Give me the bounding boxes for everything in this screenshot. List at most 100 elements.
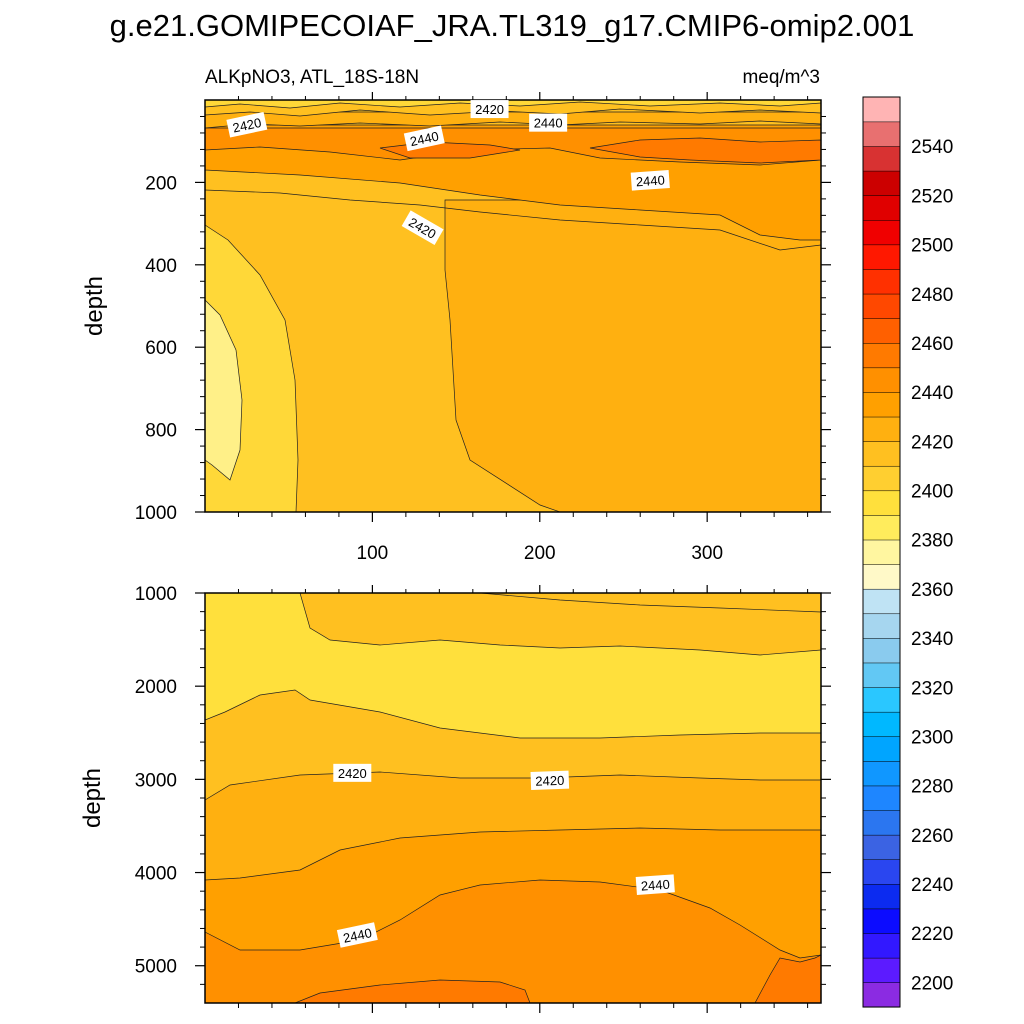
contour-label: 2440 bbox=[635, 874, 675, 895]
colorbar-swatch bbox=[862, 441, 901, 467]
contour-label: 2420 bbox=[470, 100, 509, 119]
colorbar-swatch bbox=[862, 244, 901, 270]
colorbar-tick-label: 2440 bbox=[911, 383, 953, 404]
contour-label-box bbox=[530, 770, 570, 790]
lower-panel: 1000 2000 3000 4000 5000 2420 2420 2440 2440 de… bbox=[79, 584, 831, 1013]
colorbar-tick-label: 2240 bbox=[911, 875, 953, 896]
x-tick-label: 100 bbox=[357, 543, 389, 564]
colorbar-swatch bbox=[862, 268, 901, 295]
colorbar-swatch bbox=[862, 121, 901, 147]
colorbar-tick-label: 2540 bbox=[911, 137, 953, 158]
colorbar-swatch bbox=[862, 539, 901, 565]
contour-label-text: 2420 bbox=[475, 102, 504, 117]
contour-label-box bbox=[403, 125, 445, 152]
contour-label-box bbox=[333, 763, 372, 782]
colorbar-tick-label: 2380 bbox=[911, 531, 953, 552]
y-tick-label: 600 bbox=[145, 338, 177, 359]
upper-fill-2390-core bbox=[205, 299, 243, 481]
contour-label: 2420 bbox=[226, 111, 268, 138]
contour-label: 2440 bbox=[529, 113, 568, 132]
colorbar-swatch bbox=[862, 687, 901, 713]
colorbar-swatch bbox=[862, 465, 901, 492]
contour-label-text: 2440 bbox=[342, 925, 373, 946]
contour-label-box bbox=[226, 111, 268, 138]
colorbar-swatch bbox=[862, 490, 901, 516]
colorbar-swatch bbox=[862, 613, 901, 639]
left-subtitle: ALKpNO3, ATL_18S-18N bbox=[205, 67, 419, 88]
colorbar-tick-label: 2220 bbox=[911, 924, 953, 945]
colorbar-swatch bbox=[862, 588, 901, 615]
units-subtitle: meq/m^3 bbox=[742, 67, 820, 88]
colorbar-swatch bbox=[862, 342, 901, 369]
lower-fill-2410-northeast bbox=[479, 593, 821, 613]
contour-label-text: 2440 bbox=[534, 116, 563, 131]
colorbar-swatch bbox=[862, 96, 901, 123]
colorbar-swatch bbox=[862, 391, 901, 418]
y-tick-label: 200 bbox=[145, 173, 177, 194]
colorbar-swatch bbox=[862, 637, 901, 664]
upper-ylabel: depth bbox=[81, 276, 108, 336]
colorbar-swatch bbox=[862, 883, 901, 910]
lower-plot-area bbox=[205, 593, 821, 1003]
colorbar-swatch bbox=[862, 367, 901, 393]
y-tick-label: 2000 bbox=[135, 677, 177, 698]
colorbar-swatch bbox=[862, 514, 901, 541]
y-tick-label: 4000 bbox=[135, 864, 177, 885]
lower-ticks: 1000 2000 3000 4000 5000 bbox=[135, 584, 831, 1013]
colorbar-swatch bbox=[862, 145, 901, 172]
colorbar-swatch bbox=[862, 219, 901, 246]
colorbar-swatch bbox=[862, 170, 901, 196]
colorbar-tick-label: 2300 bbox=[911, 727, 953, 748]
y-tick-label: 1000 bbox=[135, 503, 177, 524]
contour-label: 2420 bbox=[530, 770, 570, 790]
colorbar-tick-label: 2320 bbox=[911, 678, 953, 699]
colorbar-tick-label: 2460 bbox=[911, 334, 953, 355]
contour-label-box bbox=[401, 210, 444, 246]
y-tick-label: 800 bbox=[145, 421, 177, 442]
colorbar-frame bbox=[862, 96, 901, 1008]
colorbar-tick-label: 2520 bbox=[911, 186, 953, 207]
lower-fill-2450-east bbox=[754, 954, 821, 1003]
contour-label-box bbox=[470, 100, 509, 119]
upper-ticks: 100 200 300 200 400 600 800 1000 bbox=[135, 92, 831, 564]
colorbar-tick-label: 2340 bbox=[911, 629, 953, 650]
contour-label: 2420 bbox=[333, 763, 372, 782]
y-tick-label: 5000 bbox=[135, 957, 177, 978]
colorbar-tick-label: 2200 bbox=[911, 973, 953, 994]
colorbar-swatch bbox=[862, 416, 901, 442]
colorbar-tick-label: 2360 bbox=[911, 580, 953, 601]
contour-label: 2440 bbox=[630, 170, 670, 191]
colorbar-tick-label: 2480 bbox=[911, 285, 953, 306]
upper-fill-2400-surface bbox=[205, 100, 821, 109]
colorbar-swatch bbox=[862, 932, 901, 959]
upper-fill-2420-surface bbox=[205, 111, 821, 129]
contour-label-text: 2440 bbox=[409, 128, 440, 149]
lower-fill-2450-bottom bbox=[294, 979, 531, 1003]
lower-fill-2400 bbox=[205, 593, 821, 739]
colorbar-swatch bbox=[862, 662, 901, 688]
colorbar-swatch bbox=[862, 711, 901, 738]
upper-plot-area bbox=[205, 100, 821, 512]
colorbar-tick-label: 2400 bbox=[911, 482, 953, 503]
colorbar-swatch bbox=[862, 195, 901, 221]
colorbar-swatch bbox=[862, 736, 901, 762]
colorbar-swatch bbox=[862, 564, 901, 590]
lower-ylabel: depth bbox=[79, 768, 106, 828]
upper-frame bbox=[204, 99, 822, 513]
colorbar-swatch bbox=[862, 834, 901, 860]
contour-label-text: 2420 bbox=[535, 773, 564, 789]
chart-title: g.e21.GOMIPECOIAF_JRA.TL319_g17.CMIP6-om… bbox=[110, 8, 915, 43]
colorbar-swatch bbox=[862, 785, 901, 811]
contour-label-box bbox=[635, 874, 675, 895]
colorbar-swatch bbox=[862, 859, 901, 885]
x-tick-label: 200 bbox=[524, 543, 556, 564]
upper-fill-2420-deep bbox=[444, 199, 821, 512]
colorbar-swatch bbox=[862, 809, 901, 836]
contour-label-box bbox=[630, 170, 670, 191]
y-tick-label: 1000 bbox=[135, 584, 177, 605]
contour-label-text: 2420 bbox=[338, 766, 367, 781]
y-tick-label: 400 bbox=[145, 256, 177, 277]
colorbar-tick-label: 2260 bbox=[911, 826, 953, 847]
